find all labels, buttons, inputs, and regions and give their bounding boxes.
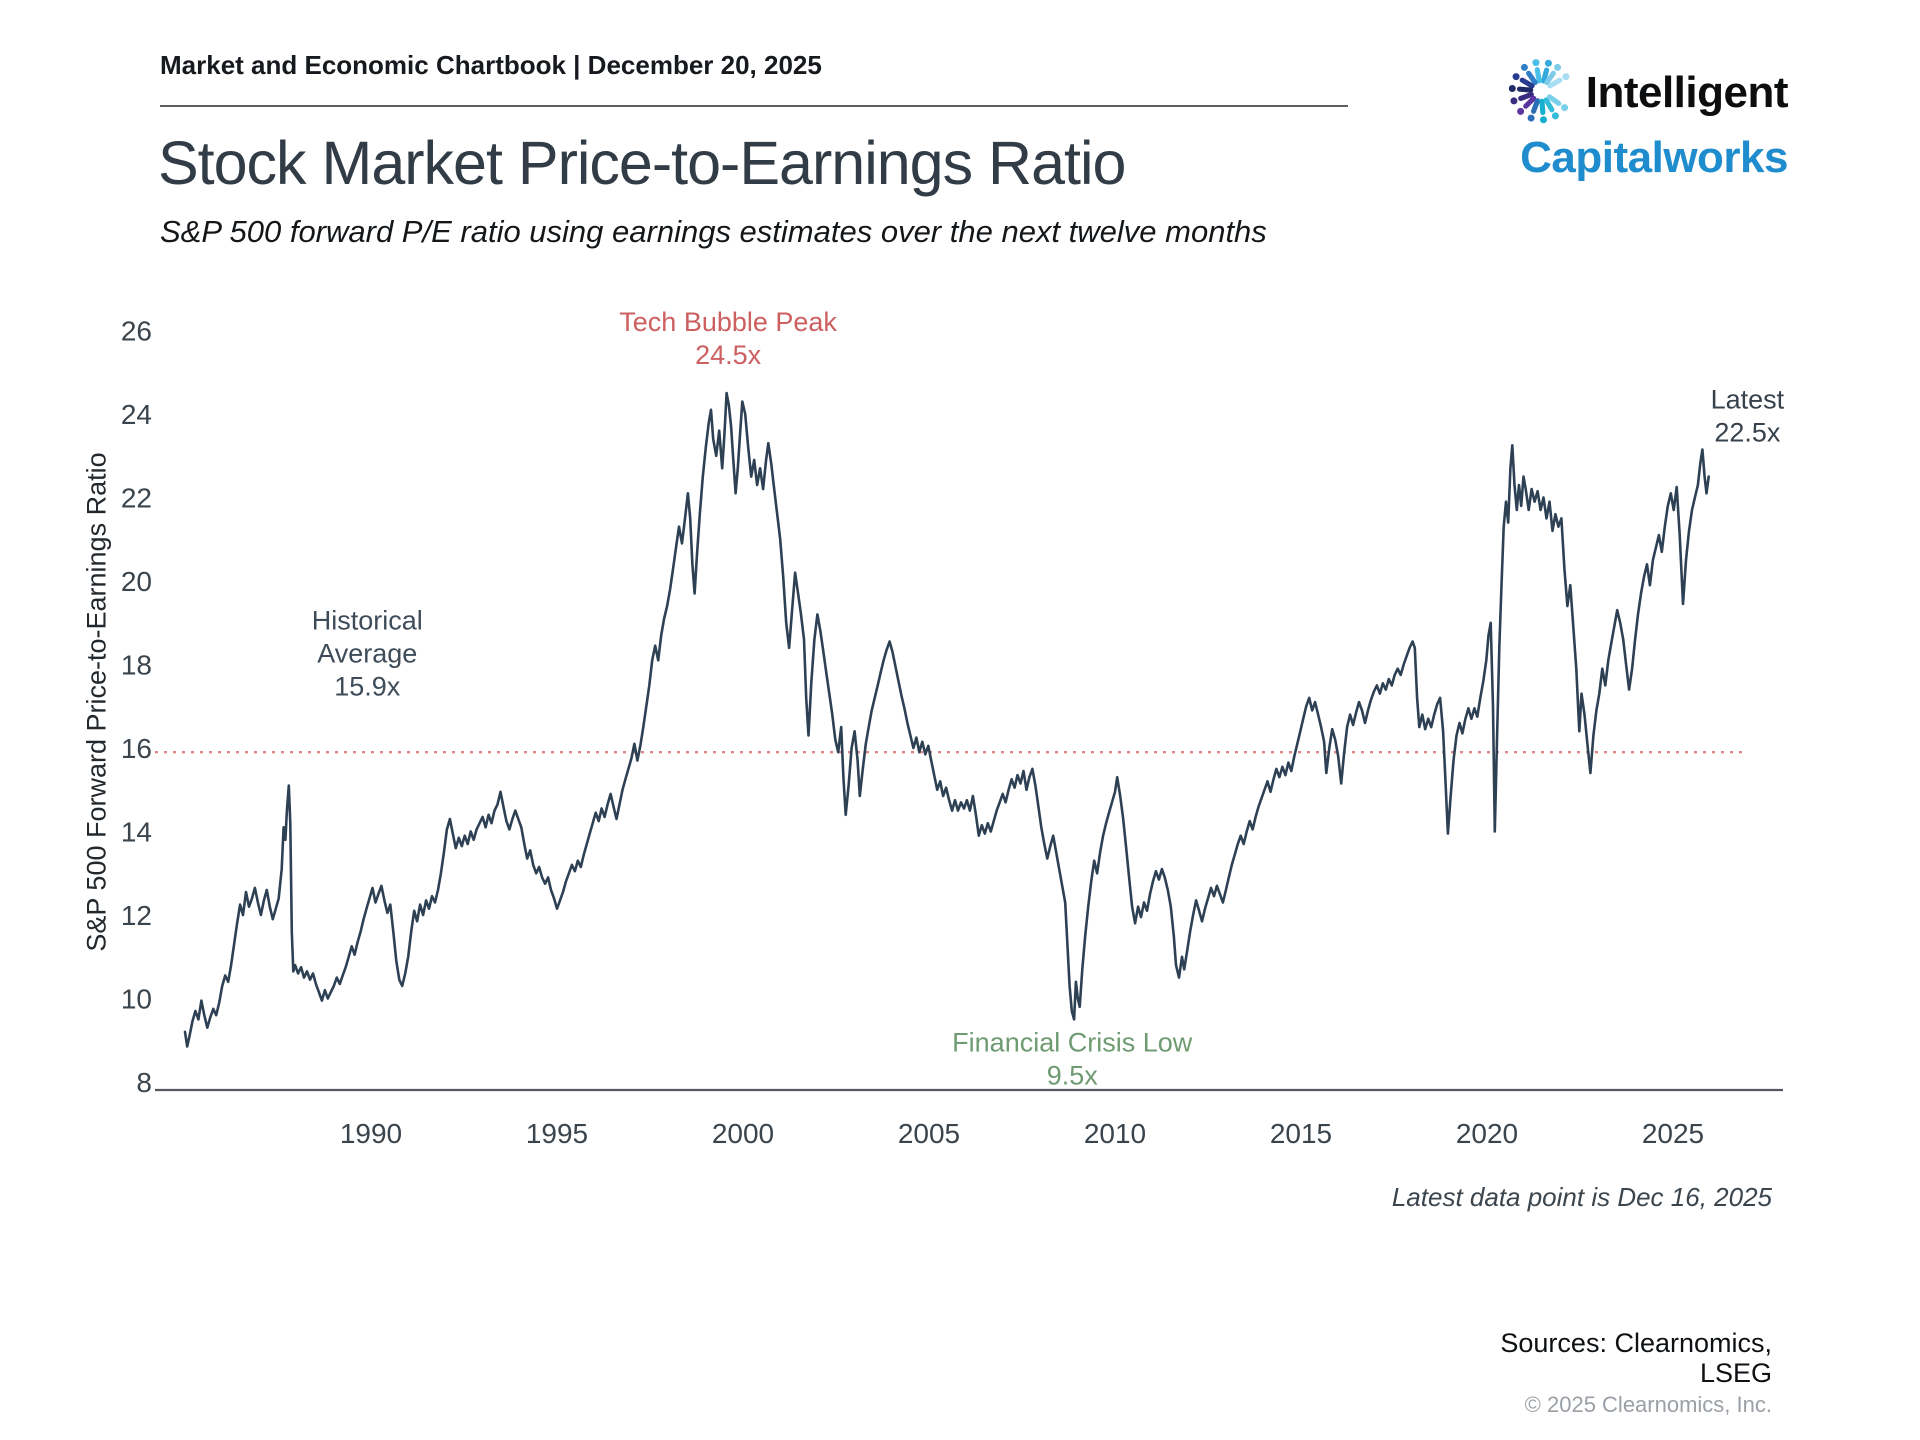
logo-dot xyxy=(1544,59,1552,67)
annotation-latest: Latest xyxy=(1711,384,1785,414)
annotation-latest: 22.5x xyxy=(1714,417,1781,447)
annotation-financial-crisis-low: 9.5x xyxy=(1047,1060,1099,1090)
logo-dot xyxy=(1553,63,1561,71)
y-tick-label: 14 xyxy=(121,817,152,848)
logo-ray xyxy=(1547,77,1563,89)
logo-dot xyxy=(1512,73,1520,81)
x-tick-label: 1995 xyxy=(526,1118,588,1149)
annotation-financial-crisis-low: Financial Crisis Low xyxy=(952,1027,1193,1057)
logo-ray xyxy=(1544,70,1556,86)
logo-dot xyxy=(1508,85,1516,93)
annotation-historical-average: 15.9x xyxy=(334,672,401,702)
logo-ray xyxy=(1534,67,1542,84)
y-tick-label: 18 xyxy=(121,650,152,681)
y-tick-label: 12 xyxy=(121,900,152,931)
logo-dot xyxy=(1562,73,1570,81)
latest-data-note: Latest data point is Dec 16, 2025 xyxy=(1391,1182,1772,1212)
logo-dot xyxy=(1516,107,1524,115)
page-title: Stock Market Price-to-Earnings Ratio xyxy=(158,129,1126,197)
logo-ray xyxy=(1540,67,1549,84)
copyright-note: © 2025 Clearnomics, Inc. xyxy=(1524,1392,1772,1417)
header-divider xyxy=(160,105,1348,107)
sources-line1: Sources: Clearnomics, xyxy=(1500,1328,1772,1358)
logo-dot xyxy=(1539,116,1547,124)
logo-ray xyxy=(1543,97,1555,113)
y-tick-label: 8 xyxy=(136,1067,152,1098)
page-subtitle: S&P 500 forward P/E ratio using earnings… xyxy=(160,214,1267,249)
x-tick-label: 2005 xyxy=(898,1118,960,1149)
logo-ray xyxy=(1517,91,1534,101)
logo-row: Intelligent xyxy=(1506,52,1789,135)
x-tick-label: 2025 xyxy=(1642,1118,1704,1149)
logo-ray xyxy=(1516,86,1533,93)
x-tick-label: 2000 xyxy=(712,1118,774,1149)
logo-dot xyxy=(1532,59,1540,67)
pe-ratio-line xyxy=(183,391,1710,1048)
y-tick-label: 16 xyxy=(121,733,152,764)
annotation-historical-average: Historical xyxy=(312,606,423,636)
logo-ray xyxy=(1522,95,1536,109)
sources-note: Sources: Clearnomics, LSEG xyxy=(1500,1328,1772,1388)
x-tick-label: 1990 xyxy=(340,1118,402,1149)
logo-dot xyxy=(1560,104,1568,112)
x-tick-label: 2015 xyxy=(1270,1118,1332,1149)
company-logo: Intelligent Capitalworks xyxy=(1506,52,1789,182)
logo-word-capitalworks: Capitalworks xyxy=(1520,132,1788,182)
chartbook-header: Market and Economic Chartbook | December… xyxy=(160,50,822,80)
logo-word-intelligent: Intelligent xyxy=(1585,68,1789,118)
logo-ray xyxy=(1539,98,1546,116)
y-tick-label: 10 xyxy=(121,984,152,1015)
x-tick-label: 2020 xyxy=(1456,1118,1518,1149)
logo-ray xyxy=(1519,77,1535,89)
logo-ray xyxy=(1525,70,1538,86)
y-tick-label: 22 xyxy=(121,483,152,514)
y-tick-label: 26 xyxy=(121,316,152,347)
starburst-logo-icon xyxy=(1506,52,1576,135)
logo-ray xyxy=(1530,98,1540,114)
logo-dot xyxy=(1520,63,1528,71)
y-tick-label: 24 xyxy=(121,399,152,430)
y-tick-label: 20 xyxy=(121,566,152,597)
logo-ray xyxy=(1546,94,1561,106)
logo-dot xyxy=(1510,97,1518,105)
sources-line2: LSEG xyxy=(1699,1358,1772,1389)
logo-dot xyxy=(1551,112,1559,120)
annotation-tech-bubble-peak: Tech Bubble Peak xyxy=(619,307,837,337)
annotation-tech-bubble-peak: 24.5x xyxy=(695,340,762,370)
x-tick-label: 2010 xyxy=(1084,1118,1146,1149)
logo-dot xyxy=(1527,114,1535,122)
annotation-historical-average: Average xyxy=(317,639,417,669)
